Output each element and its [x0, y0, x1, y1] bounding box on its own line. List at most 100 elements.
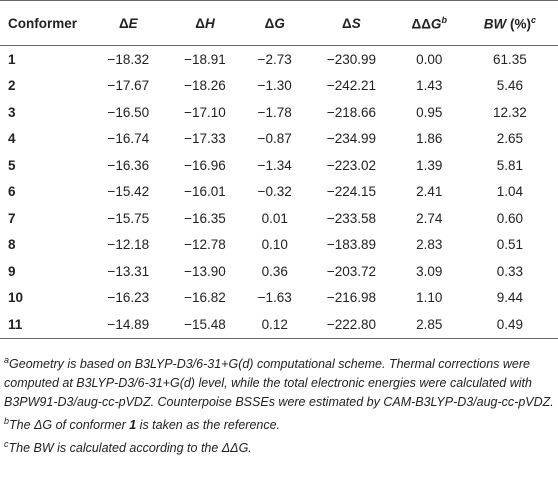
table-cell: −18.91 [184, 51, 226, 67]
table-cell: −234.99 [326, 131, 376, 147]
text-run: b [441, 14, 447, 25]
table-cell: −0.87 [257, 131, 292, 147]
table-cell: 0.01 [261, 210, 288, 226]
footnotes: aGeometry is based on B3LYP-D3/6-31+G(d)… [0, 339, 558, 458]
table-cell: −1.78 [257, 104, 292, 120]
text-run: BW [483, 16, 507, 32]
table-row: 6 −15.42 −16.01 −0.32 −224.15 2.41 1.04 [0, 179, 558, 206]
table-cell: −13.90 [184, 263, 226, 279]
column-header: ΔΔGb [396, 0, 462, 46]
text-run: (%) [506, 16, 532, 32]
table-cell: −230.99 [326, 51, 376, 67]
table-cell: 1.86 [416, 131, 443, 147]
table-cell: −15.42 [107, 184, 150, 200]
table-cell: −17.67 [107, 78, 150, 94]
table-row: 10 −16.23 −16.82 −1.63 −216.98 1.10 9.44 [0, 285, 558, 312]
table-cell: −18.26 [184, 78, 226, 94]
text-run: b [4, 415, 10, 426]
table-cell: 5 [8, 157, 16, 173]
table-cell: 61.35 [493, 51, 527, 67]
table-cell: −16.96 [184, 157, 226, 173]
table-cell: −16.01 [184, 184, 226, 200]
text-run: Δ [342, 15, 352, 31]
table-cell: −17.33 [184, 131, 226, 147]
table-cell: 5.81 [496, 157, 524, 173]
text-run: 1 [129, 417, 137, 432]
table-cell: −16.82 [184, 290, 226, 306]
table-cell: 11 [8, 316, 23, 332]
table-cell: 12.32 [493, 104, 527, 120]
footnote: cThe BW is calculated according to the Δ… [4, 435, 554, 458]
table-cell: −16.23 [107, 290, 150, 306]
table-cell: 1.04 [496, 184, 524, 200]
table-cell: −1.63 [257, 290, 292, 306]
table-row: 7 −15.75 −16.35 0.01 −233.58 2.74 0.60 [0, 205, 558, 232]
text-run: ΔΔ [411, 16, 431, 32]
text-run: c [531, 14, 537, 25]
table-cell: 7 [8, 210, 16, 226]
table-cell: 5.46 [496, 78, 524, 94]
table-cell: −222.80 [326, 316, 376, 332]
text-run: E [128, 15, 138, 31]
table-cell: −16.35 [184, 210, 226, 226]
table-cell: 0.51 [496, 237, 524, 253]
table-cell: −17.10 [184, 104, 226, 120]
footnote: bThe ΔG of conformer 1 is taken as the r… [4, 412, 554, 435]
table-cell: 0.95 [416, 104, 443, 120]
table-cell: −242.21 [326, 78, 376, 94]
table-row: 1 −18.32 −18.91 −2.73 −230.99 0.00 61.35 [0, 46, 558, 73]
text-run: Δ [195, 15, 205, 31]
table-cell: 2.74 [416, 210, 443, 226]
text-run: Conformer [8, 15, 78, 31]
text-run: G [274, 15, 285, 31]
table-cell: 2 [8, 78, 16, 94]
table-cell: 2.65 [496, 131, 524, 147]
table-cell: 8 [8, 237, 16, 253]
table-row: 3 −16.50 −17.10 −1.78 −218.66 0.95 12.32 [0, 99, 558, 126]
table-cell: −1.30 [257, 78, 292, 94]
table-cell: 6 [8, 184, 16, 200]
table-cell: 2.85 [416, 316, 443, 332]
table-cell: 1 [8, 51, 16, 67]
text-run: a [4, 354, 10, 365]
table-cell: −16.74 [107, 131, 150, 147]
table-cell: 0.49 [496, 316, 524, 332]
table-cell: −216.98 [326, 290, 376, 306]
table-cell: −224.15 [326, 184, 376, 200]
column-header: Conformer [0, 0, 90, 46]
table-row: 11 −14.89 −15.48 0.12 −222.80 2.85 0.49 [0, 311, 558, 338]
table-cell: 3 [8, 104, 16, 120]
column-header: ΔH [166, 0, 244, 46]
table-row: 4 −16.74 −17.33 −0.87 −234.99 1.86 2.65 [0, 126, 558, 153]
table-row: 9 −13.31 −13.90 0.36 −203.72 3.09 0.33 [0, 258, 558, 285]
text-run: S [351, 15, 361, 31]
text-run: is taken as the reference. [136, 417, 281, 432]
table-cell: 10 [8, 290, 24, 306]
table-cell: 3.09 [416, 263, 443, 279]
column-header: BW (%)c [461, 0, 558, 46]
table-cell: −203.72 [326, 263, 376, 279]
table-cell: −13.31 [107, 263, 150, 279]
table-cell: −12.78 [184, 237, 226, 253]
table-cell: 0.00 [416, 51, 443, 67]
text-run: Δ [264, 15, 275, 31]
table-cell: −2.73 [257, 51, 292, 67]
text-run: Δ [118, 15, 129, 31]
table-cell: −15.48 [184, 316, 226, 332]
table-cell: 9 [8, 263, 16, 279]
table-cell: 1.39 [416, 157, 443, 173]
table-cell: −0.32 [257, 184, 292, 200]
table-cell: 0.12 [261, 316, 288, 332]
table-body: 1 −18.32 −18.91 −2.73 −230.99 0.00 61.35 2 −17.6… [0, 46, 558, 339]
text-run: G [430, 16, 442, 32]
data-table: Conformer ΔE ΔH ΔG ΔS ΔΔGb BW (%)c 1 −18.32 −18.… [0, 0, 558, 339]
column-header: ΔE [90, 0, 167, 46]
table-cell: −16.50 [107, 104, 150, 120]
table-cell: −12.18 [107, 237, 150, 253]
table-row: 8 −12.18 −12.78 0.10 −183.89 2.83 0.51 [0, 232, 558, 259]
table-cell: 0.33 [496, 263, 524, 279]
table-cell: −183.89 [326, 237, 376, 253]
table-cell: −233.58 [326, 210, 376, 226]
table-row: 2 −17.67 −18.26 −1.30 −242.21 1.43 5.46 [0, 73, 558, 100]
